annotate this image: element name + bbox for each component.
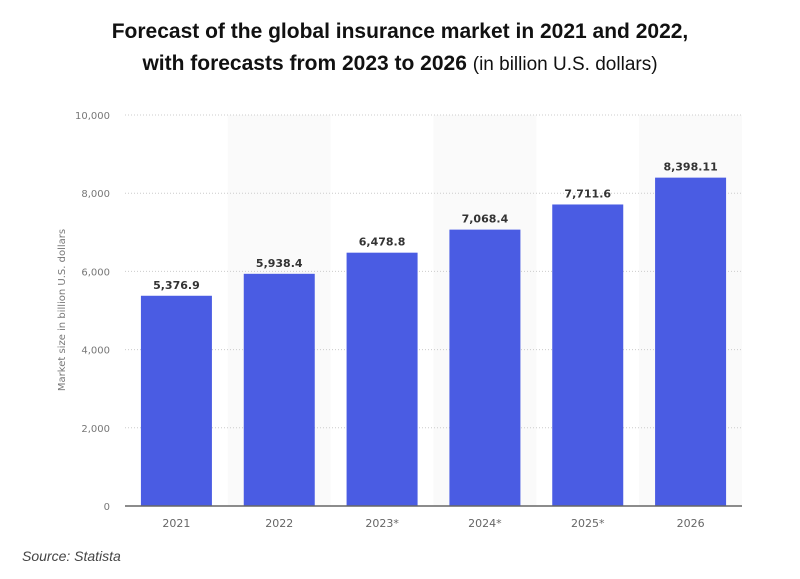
y-tick-label: 4,000	[81, 346, 110, 357]
chart-title-line1: Forecast of the global insurance market …	[111, 20, 689, 43]
data-label: 5,938.4	[256, 257, 303, 270]
data-label: 6,478.8	[359, 236, 406, 249]
chart-title-line2: with forecasts from 2023 to 2026 (in bil…	[142, 52, 658, 75]
y-tick-label: 2,000	[81, 424, 110, 435]
x-tick-label: 2026	[677, 517, 705, 530]
data-label: 7,711.6	[564, 187, 611, 200]
x-tick-label: 2023*	[365, 517, 399, 530]
y-tick-label: 0	[104, 502, 110, 513]
x-tick-label: 2024*	[468, 517, 502, 530]
source-note: Source: Statista	[22, 548, 121, 564]
x-tick-label: 2022	[265, 517, 293, 530]
bar-2024*	[449, 229, 521, 507]
data-label: 8,398.11	[663, 161, 717, 174]
x-tick-label: 2025*	[571, 517, 605, 530]
data-label: 7,068.4	[462, 213, 509, 226]
data-label: 5,376.9	[153, 279, 200, 292]
y-tick-label: 10,000	[75, 111, 110, 122]
bar-2023*	[346, 252, 418, 506]
y-tick-label: 6,000	[81, 267, 110, 278]
bar-2026	[655, 177, 727, 506]
x-tick-label: 2021	[162, 517, 190, 530]
bar-2021	[140, 295, 212, 506]
y-tick-label: 8,000	[81, 189, 110, 200]
y-axis-label: Market size in billion U.S. dollars	[57, 229, 68, 391]
chart-subtitle: (in billion U.S. dollars)	[472, 54, 658, 75]
bar-2025*	[552, 204, 624, 506]
bar-2022	[243, 273, 315, 506]
